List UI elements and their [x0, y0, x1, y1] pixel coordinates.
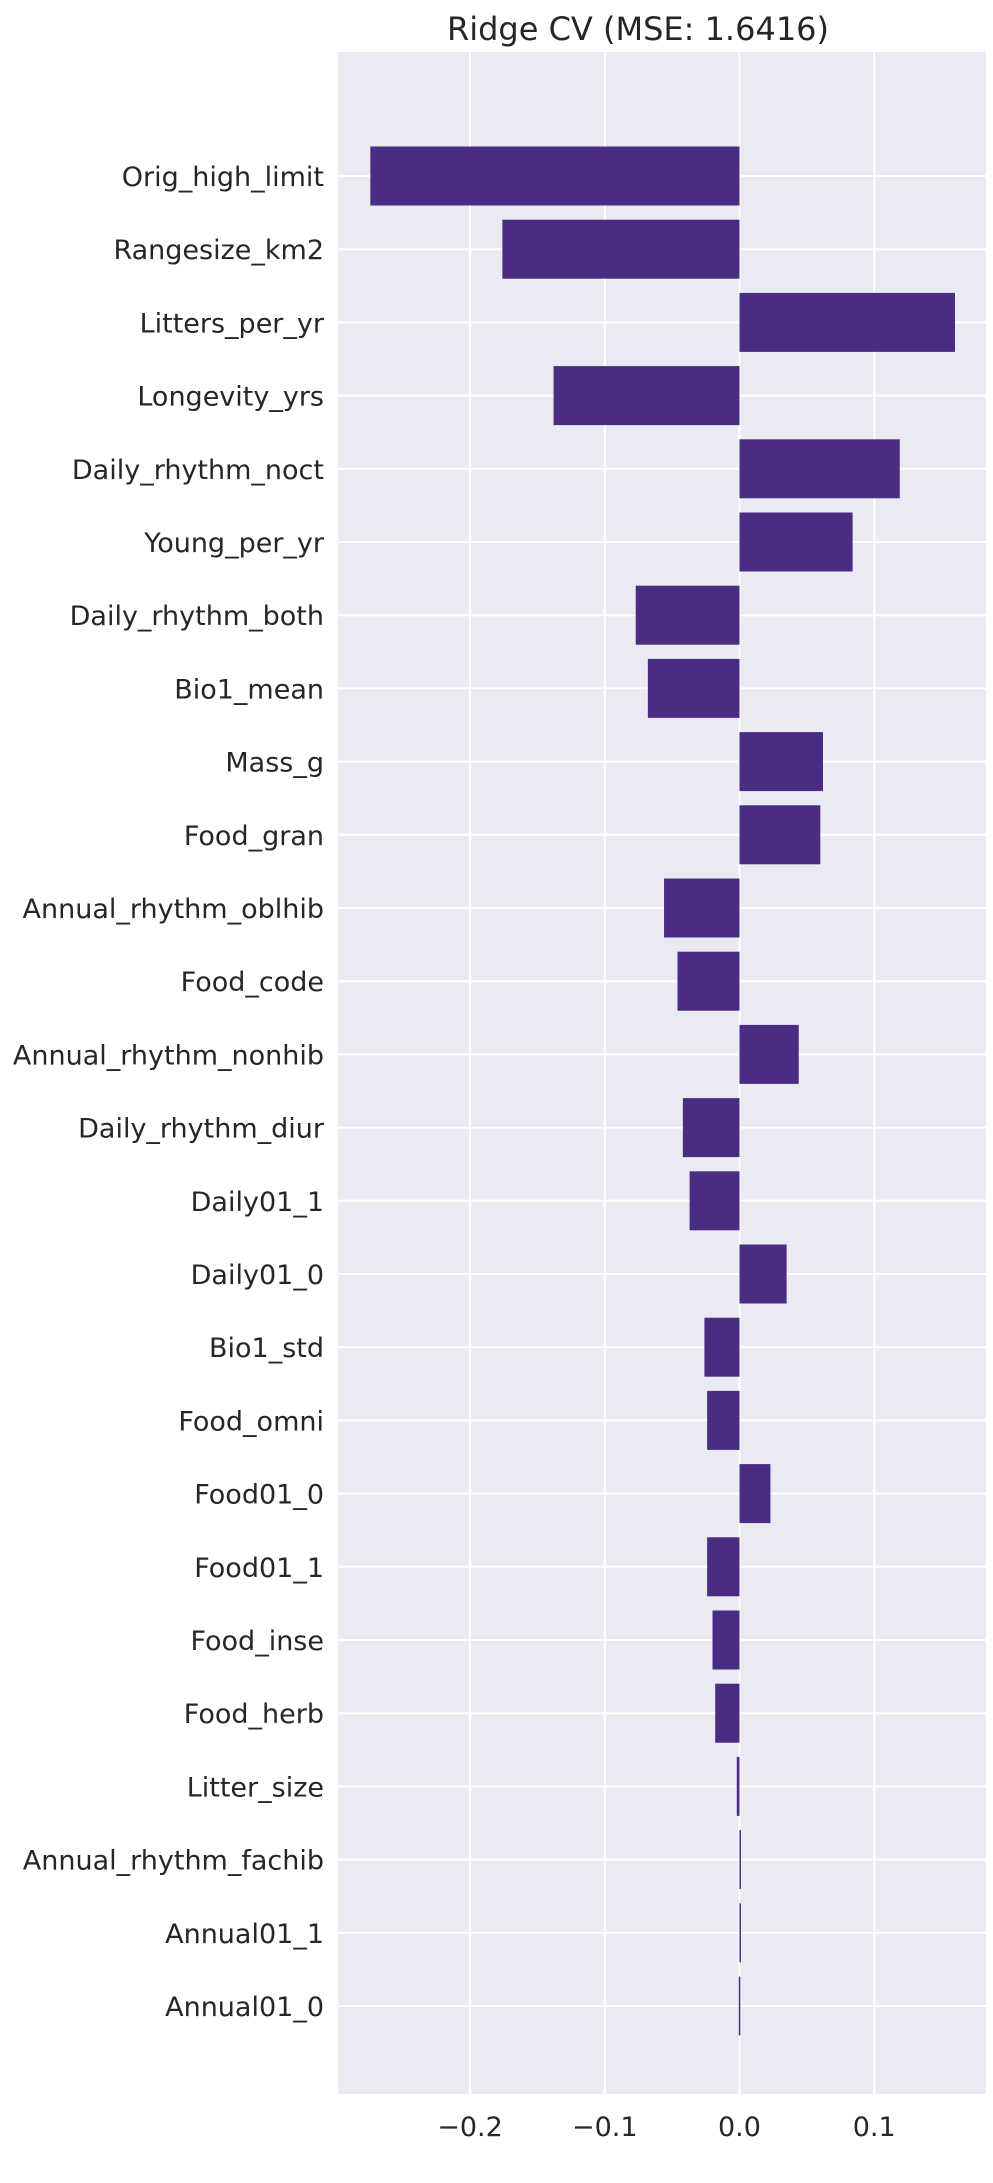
bar-daily-rhythm-diur	[682, 1098, 740, 1158]
x-tick-label: −0.1	[572, 2112, 638, 2143]
bar-food01-1	[707, 1537, 740, 1597]
category-label: Rangesize_km2	[113, 235, 324, 266]
plot-area	[338, 52, 986, 2094]
category-label: Bio1_mean	[174, 674, 324, 705]
category-label: Daily_rhythm_both	[70, 601, 324, 632]
category-labels: Orig_high_limit Rangesize_km2 Litters_per_…	[13, 162, 325, 2023]
bars	[370, 146, 956, 2036]
bar-daily-rhythm-both	[635, 585, 740, 645]
bar-annual-rhythm-nonhib	[739, 1024, 799, 1084]
bar-annual-rhythm-fachib	[739, 1830, 741, 1890]
bar-bio1-mean	[647, 658, 740, 718]
category-label: Food01_1	[194, 1553, 324, 1584]
category-label: Daily_rhythm_noct	[72, 455, 324, 486]
bar-bio1-std	[704, 1317, 740, 1377]
category-label: Bio1_std	[209, 1333, 324, 1364]
x-tick-label: −0.2	[437, 2112, 503, 2143]
bar-litters-per-yr	[739, 292, 956, 352]
bar-annual-rhythm-oblhib	[664, 878, 740, 938]
bar-daily01-1	[689, 1171, 740, 1231]
category-label: Food_herb	[184, 1699, 324, 1730]
category-label: Food_code	[181, 967, 324, 998]
bar-food-gran	[739, 805, 821, 865]
category-label: Food_omni	[178, 1406, 324, 1437]
category-label: Annual_rhythm_oblhib	[23, 894, 324, 925]
category-label: Food01_0	[194, 1480, 324, 1511]
category-label: Young_per_yr	[143, 528, 325, 559]
grid-lines	[338, 52, 986, 2094]
bar-food-omni	[707, 1390, 740, 1450]
category-label: Litter_size	[187, 1772, 324, 1803]
bar-litter-size	[736, 1756, 740, 1816]
category-label: Daily01_0	[191, 1260, 324, 1291]
category-label: Food_gran	[184, 821, 324, 852]
category-label: Orig_high_limit	[122, 162, 324, 193]
category-label: Daily01_1	[191, 1187, 324, 1218]
bar-food-inse	[712, 1610, 740, 1670]
x-axis-ticks: −0.2 −0.1 0.0 0.1	[437, 2112, 895, 2143]
bar-young-per-yr	[739, 512, 853, 572]
bar-food-herb	[715, 1683, 740, 1743]
bar-longevity-yrs	[553, 366, 740, 426]
bar-mass-g	[739, 732, 823, 792]
bar-orig-high-limit	[370, 146, 740, 206]
category-label: Annual01_0	[165, 1992, 324, 2023]
x-tick-label: 0.0	[718, 2112, 761, 2143]
category-label: Food_inse	[190, 1626, 324, 1657]
bar-daily-rhythm-noct	[739, 439, 900, 499]
category-label: Litters_per_yr	[140, 308, 325, 339]
category-label: Mass_g	[225, 748, 324, 779]
category-label: Daily_rhythm_diur	[78, 1114, 325, 1145]
bar-food01-0	[739, 1464, 771, 1524]
bar-daily01-0	[739, 1244, 787, 1304]
category-label: Annual_rhythm_fachib	[23, 1846, 324, 1877]
category-label: Annual_rhythm_nonhib	[13, 1040, 324, 1071]
bar-rangesize-km2	[502, 219, 740, 279]
bar-food-code	[677, 951, 740, 1011]
category-label: Longevity_yrs	[137, 382, 324, 413]
x-tick-label: 0.1	[853, 2112, 896, 2143]
chart-title: Ridge CV (MSE: 1.6416)	[447, 10, 829, 48]
bar-annual01-0	[738, 1976, 741, 2036]
bar-annual01-1	[739, 1903, 741, 1963]
category-label: Annual01_1	[165, 1919, 324, 1950]
